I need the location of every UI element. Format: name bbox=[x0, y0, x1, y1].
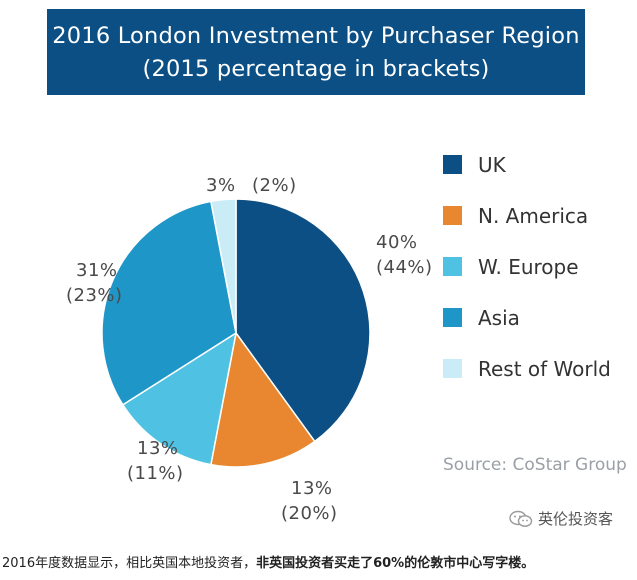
legend-label-asia: Asia bbox=[478, 306, 520, 330]
legend-label-w-europe: W. Europe bbox=[478, 255, 579, 279]
caption: 2016年度数据显示，相比英国本地投资者，非英国投资者买走了60%的伦敦市中心写… bbox=[2, 552, 534, 571]
watermark: 英伦投资客 bbox=[508, 508, 613, 529]
chart-title-banner: 2016 London Investment by Purchaser Regi… bbox=[47, 9, 585, 95]
caption-text: 2016年度数据显示，相比英国本地投资者， bbox=[2, 556, 257, 571]
legend-label-rest-of-world: Rest of World bbox=[478, 357, 611, 381]
slice-prev-label-rest-of-world: (2%) bbox=[252, 175, 297, 196]
slice-label-rest-of-world: 3% bbox=[206, 175, 236, 196]
slice-prev-label-uk: (44%) bbox=[376, 257, 433, 278]
pie-slice-w-europe bbox=[121, 331, 238, 466]
pie-slice-uk bbox=[235, 198, 371, 443]
legend-swatch-asia bbox=[443, 308, 462, 327]
slice-label-asia: 31% bbox=[76, 260, 118, 281]
slice-label-n-america: 13% bbox=[291, 478, 333, 499]
chart-title: 2016 London Investment by Purchaser Regi… bbox=[52, 23, 580, 49]
caption-highlight: 非英国投资者买走了60%的伦敦市中心写字楼。 bbox=[256, 556, 535, 571]
wechat-icon bbox=[508, 510, 534, 528]
pie-slice-labels: 40% (44%) 13% (20%) 13% (11%) 31% (23%) 3% (2%) bbox=[66, 175, 433, 524]
legend-swatch-rest-of-world bbox=[443, 359, 462, 378]
slice-prev-label-n-america: (20%) bbox=[281, 503, 338, 524]
legend-label-n-america: N. America bbox=[478, 204, 588, 228]
slice-label-uk: 40% bbox=[376, 232, 418, 253]
legend-swatch-n-america bbox=[443, 206, 462, 225]
pie-slice-n-america bbox=[210, 331, 316, 468]
slice-label-w-europe: 13% bbox=[137, 438, 179, 459]
pie-slice-asia bbox=[101, 200, 237, 406]
source-note: Source: CoStar Group bbox=[443, 455, 627, 475]
watermark-text: 英伦投资客 bbox=[538, 510, 614, 528]
legend-label-uk: UK bbox=[478, 153, 507, 177]
legend-swatch-w-europe bbox=[443, 257, 462, 276]
slice-prev-label-w-europe: (11%) bbox=[127, 463, 184, 484]
legend-swatch-uk bbox=[443, 155, 462, 174]
slice-prev-label-asia: (23%) bbox=[66, 285, 123, 306]
chart-legend: UK N. America W. Europe Asia Rest of World bbox=[443, 153, 611, 381]
pie-slice-rest-of-world bbox=[210, 198, 237, 334]
pie-slices bbox=[101, 198, 371, 468]
chart-subtitle: (2015 percentage in brackets) bbox=[142, 56, 490, 82]
